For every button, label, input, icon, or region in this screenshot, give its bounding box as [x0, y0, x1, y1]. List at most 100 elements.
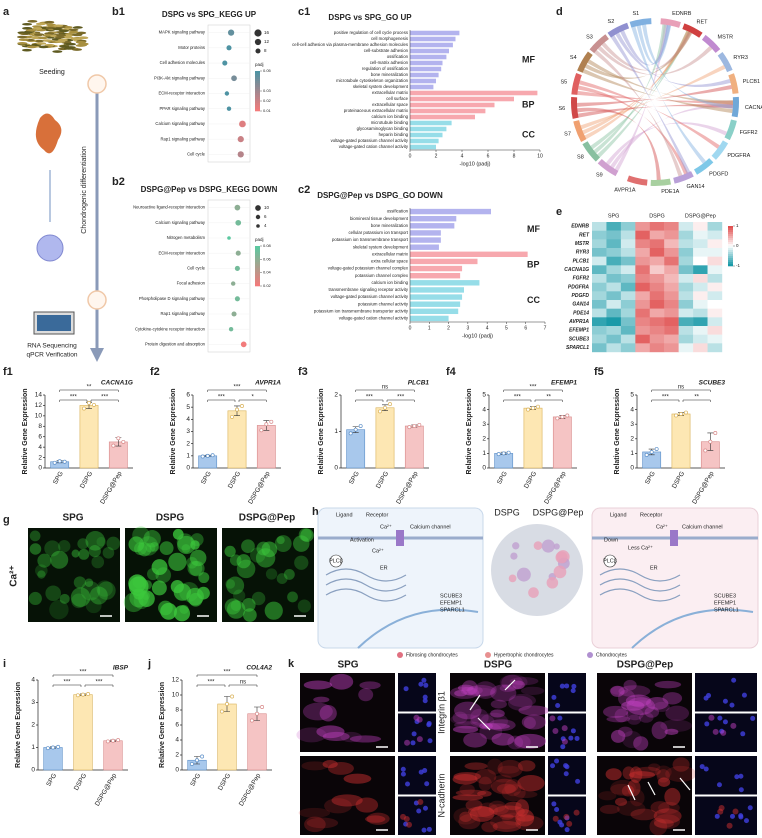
panel-label: c1: [298, 6, 310, 18]
stain-signal: [316, 725, 345, 739]
legend-label: Chondrocytes: [596, 652, 627, 658]
data-point: [111, 738, 115, 743]
data-point: [75, 693, 80, 698]
stain-signal: [520, 686, 545, 695]
micrograph: [450, 673, 545, 752]
y-tick-label: 0: [630, 465, 634, 472]
significance-label: ns: [240, 680, 246, 686]
gene-label: AVPR1A: [568, 319, 589, 325]
bar: [410, 78, 436, 84]
chord-segment: [717, 52, 733, 73]
dot: [240, 341, 247, 348]
data-point: [189, 762, 194, 766]
stain-signal: [460, 686, 476, 696]
heat-cell: [678, 291, 694, 301]
colorbar-label: 0.08: [263, 243, 272, 248]
cell-signal: [243, 608, 257, 622]
colorbar-step: [255, 97, 260, 100]
dot: [235, 219, 242, 226]
seeding-image: [75, 41, 86, 44]
stain-signal: [504, 801, 522, 811]
stain-signal: [322, 731, 350, 742]
stain-signal: [614, 708, 629, 723]
stain-signal: [653, 701, 670, 712]
cell-signal: [283, 568, 295, 580]
bar: [73, 694, 93, 771]
significance-bracket: [651, 399, 680, 402]
heat-cell: [678, 282, 694, 292]
x-tick-label: 6: [487, 153, 490, 159]
data-point: [417, 422, 422, 427]
colorbar-step: [255, 77, 260, 80]
cell-signal: [198, 572, 210, 584]
data-point: [501, 451, 506, 456]
y-axis-label: Relative Gene Expression: [466, 389, 473, 475]
term-label: bone mineralization: [371, 223, 409, 228]
stain-signal: [664, 728, 679, 735]
colorbar-step: [255, 109, 260, 112]
cell-signal: [261, 541, 278, 558]
colorbar-step: [728, 244, 733, 247]
chord-ribbon: [620, 24, 671, 66]
bar: [671, 413, 691, 469]
heat-cell: [664, 265, 679, 275]
colorbar-step: [255, 264, 260, 267]
data-point: [200, 754, 205, 759]
stain-signal: [455, 789, 487, 797]
heat-cell: [606, 343, 622, 353]
x-tick-label: DSPG@Pep: [395, 470, 420, 506]
merge-signal: [400, 813, 407, 820]
group-label: MF: [522, 54, 535, 64]
stain-signal: [633, 736, 649, 751]
chord-label: AVPR1A: [614, 187, 636, 193]
bar: [256, 425, 276, 469]
colorbar-step: [728, 240, 733, 243]
significance-label: ***: [218, 395, 226, 401]
stain-signal: [645, 697, 669, 710]
seeding-image: [71, 48, 82, 51]
cell-signal: [189, 560, 205, 577]
data-point: [45, 746, 50, 751]
bar: [79, 405, 99, 469]
cell-signal: [50, 550, 69, 569]
x-tick-label: SPG: [189, 772, 202, 787]
stain-signal: [488, 804, 509, 815]
panel-label: f2: [150, 366, 160, 378]
gene-label: EDNRB: [571, 224, 589, 230]
x-axis-label: -log10 (padj): [460, 161, 491, 167]
term-label: extracellular space: [372, 102, 408, 107]
arrow: [469, 694, 481, 711]
legend-icon: [485, 652, 491, 658]
nucleus-signal: [400, 766, 406, 772]
cell-signal: [173, 583, 191, 601]
heat-cell: [707, 291, 723, 301]
cell-signal: [241, 597, 256, 612]
y-tick-label: 6: [186, 392, 190, 399]
x-tick-label: SPG: [644, 470, 657, 485]
chord-ribbon: [577, 90, 733, 105]
stain-signal: [617, 726, 633, 737]
stain-signal: [492, 820, 522, 832]
heat-cell: [635, 300, 650, 309]
cell-signal: [29, 530, 41, 542]
stain-signal: [466, 687, 495, 698]
color-legend-title: padj: [255, 237, 264, 242]
image-column-label: DSPG@Pep: [239, 513, 295, 524]
bar: [375, 407, 395, 469]
stain-signal: [605, 768, 622, 781]
channel: [396, 530, 404, 546]
pathway-label: Phospholipase D signaling pathway: [139, 296, 206, 301]
heat-cell: [693, 308, 708, 318]
stain-signal: [470, 714, 495, 729]
arrow-head: [90, 348, 104, 362]
tissue-cell: [516, 567, 531, 582]
data-point: [51, 745, 55, 750]
arrow-label: Chondrogenic differentiation: [81, 146, 88, 234]
term-label: cellular potassium ion transport: [349, 230, 409, 235]
merge-signal: [549, 715, 556, 722]
y-tick-label: 1: [482, 450, 486, 457]
chord-label: RET: [697, 20, 709, 26]
significance-bracket: [52, 684, 82, 687]
micrograph: [300, 673, 395, 752]
